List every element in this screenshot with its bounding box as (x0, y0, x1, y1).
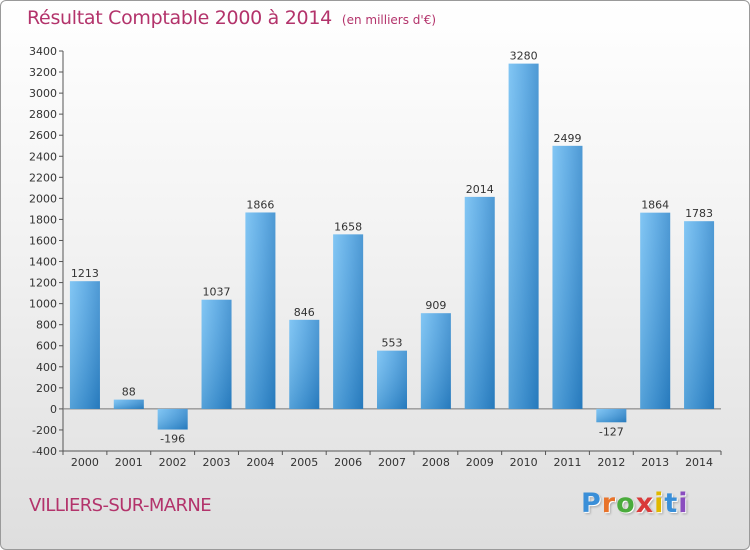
y-tick-label: 2600 (29, 129, 57, 142)
proxiti-logo: Proxiti (581, 488, 689, 519)
logo-letter: i (654, 488, 665, 519)
x-tick-label: 2006 (334, 456, 362, 469)
bar-shade (552, 145, 583, 409)
data-label: 2499 (553, 132, 581, 145)
x-tick-label: 2012 (597, 456, 625, 469)
chart-labels: 2000 1213 2001 88 2002 -196 2003 1037 2004 1866 20… (71, 50, 713, 469)
x-tick-label: 2005 (290, 456, 318, 469)
bar-shade (201, 299, 232, 409)
data-label: 553 (382, 337, 403, 350)
bar-shade (420, 313, 451, 409)
data-label: 846 (294, 306, 315, 319)
chart-title: Résultat Comptable 2000 à 2014 (27, 7, 332, 29)
y-tick-label: 3200 (29, 66, 57, 79)
bar-shade (113, 399, 144, 409)
y-tick-label: 1400 (29, 256, 57, 269)
data-label: 88 (122, 386, 136, 399)
data-label: 1037 (203, 286, 231, 299)
bar-shade (464, 196, 495, 409)
x-tick-label: 2010 (510, 456, 538, 469)
logo-letter: x (635, 488, 655, 519)
x-tick-label: 2000 (71, 456, 99, 469)
data-label: 1866 (246, 198, 274, 211)
x-tick-label: 2013 (641, 456, 669, 469)
bar-shade (245, 212, 276, 409)
x-tick-label: 2009 (466, 456, 494, 469)
x-tick-label: 2001 (115, 456, 143, 469)
x-tick-label: 2014 (685, 456, 713, 469)
y-tick-label: 2800 (29, 108, 57, 121)
logo-letter: o (616, 488, 636, 519)
x-tick-label: 2011 (553, 456, 581, 469)
y-tick-label: 3000 (29, 87, 57, 100)
y-tick-label: 2400 (29, 150, 57, 163)
data-label: 1864 (641, 199, 669, 212)
data-label: 1213 (71, 267, 99, 280)
logo-letter: i (678, 488, 689, 519)
data-label: 1658 (334, 220, 362, 233)
chart-title-line: Résultat Comptable 2000 à 2014 (en millie… (27, 7, 436, 29)
x-tick-label: 2008 (422, 456, 450, 469)
bar-shade (69, 281, 100, 409)
data-label: 2014 (466, 183, 494, 196)
y-tick-label: 800 (36, 319, 57, 332)
data-label: 1783 (685, 207, 713, 220)
x-tick-label: 2004 (246, 456, 274, 469)
y-tick-label: 0 (50, 403, 57, 416)
y-tick-label: 600 (36, 340, 57, 353)
data-label: -196 (160, 433, 185, 446)
data-label: 909 (425, 299, 446, 312)
bar-shade (640, 212, 671, 409)
y-tick-label: 200 (36, 382, 57, 395)
y-tick-label: 2000 (29, 192, 57, 205)
logo-letter: r (601, 488, 617, 519)
chart-subtitle: (en milliers d'€) (341, 13, 437, 27)
bar-shade (157, 408, 188, 430)
bar-shade (508, 63, 539, 409)
bar-shade (596, 408, 627, 423)
data-label: -127 (599, 425, 624, 438)
bar-shade (333, 234, 364, 409)
x-tick-label: 2002 (159, 456, 187, 469)
y-tick-label: -200 (32, 424, 57, 437)
y-tick-label: 3400 (29, 45, 57, 58)
location-name: VILLIERS-SUR-MARNE (29, 495, 212, 516)
bar-shade (377, 350, 407, 409)
y-tick-label: 2200 (29, 171, 57, 184)
y-tick-label: 400 (36, 361, 57, 374)
bar-shade (684, 221, 715, 409)
logo-letter: P (581, 488, 602, 519)
y-tick-label: 1000 (29, 298, 57, 311)
x-tick-label: 2003 (203, 456, 231, 469)
y-tick-label: 1200 (29, 277, 57, 290)
y-tick-label: 1600 (29, 234, 57, 247)
y-tick-label: -400 (32, 445, 57, 458)
logo-letter: t (664, 488, 679, 519)
bar-shade (289, 319, 320, 409)
y-tick-label: 1800 (29, 213, 57, 226)
x-tick-label: 2007 (378, 456, 406, 469)
chart-bars (69, 63, 715, 430)
data-label: 3280 (510, 50, 538, 63)
